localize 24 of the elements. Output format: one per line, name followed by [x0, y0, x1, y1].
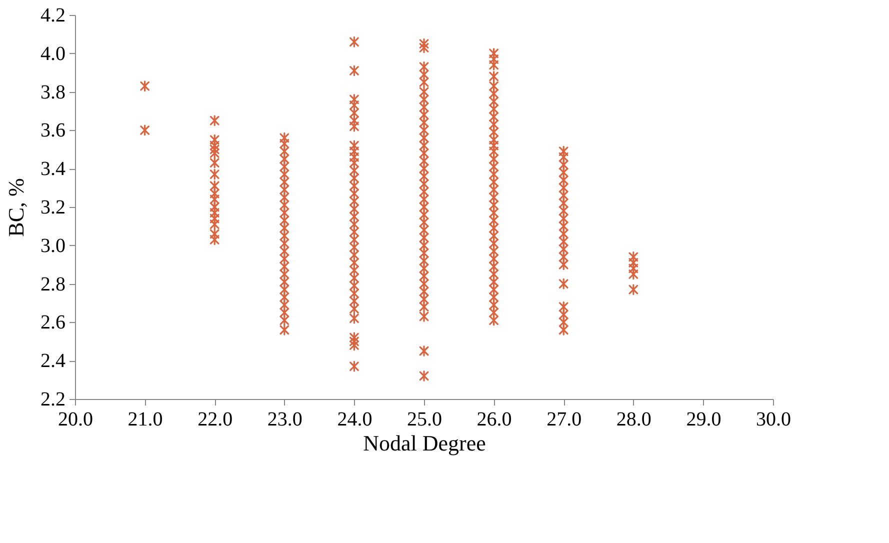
x-tick-label: 21.0: [128, 408, 163, 430]
x-axis-title: Nodal Degree: [363, 430, 486, 456]
x-tick-label: 24.0: [337, 408, 372, 430]
y-tick-label: 2.4: [40, 350, 66, 372]
y-axis-title: BC, %: [4, 178, 28, 237]
y-tick-label: 2.2: [40, 388, 66, 410]
y-tick-label: 3.4: [40, 158, 66, 180]
x-tick-label: 25.0: [407, 408, 442, 430]
y-tick-label: 3.8: [40, 81, 66, 104]
y-tick-label: 2.6: [40, 312, 66, 334]
x-tick-label: 23.0: [267, 408, 302, 430]
y-tick-label: 3.0: [40, 234, 66, 257]
y-tick-label: 2.8: [40, 273, 66, 296]
x-tick-label: 20.0: [58, 408, 93, 430]
y-tick-label: 3.2: [40, 196, 66, 218]
x-tick-label: 28.0: [616, 408, 652, 430]
y-tick-label: 4.0: [40, 42, 66, 65]
x-tick-label: 26.0: [476, 408, 512, 430]
x-tick-label: 22.0: [198, 408, 233, 430]
x-tick-label: 27.0: [546, 408, 582, 430]
x-tick-label: 30.0: [756, 408, 791, 430]
y-tick-label: 3.6: [40, 120, 66, 142]
y-tick-label: 4.2: [40, 4, 66, 26]
x-tick-label: 29.0: [686, 408, 722, 430]
